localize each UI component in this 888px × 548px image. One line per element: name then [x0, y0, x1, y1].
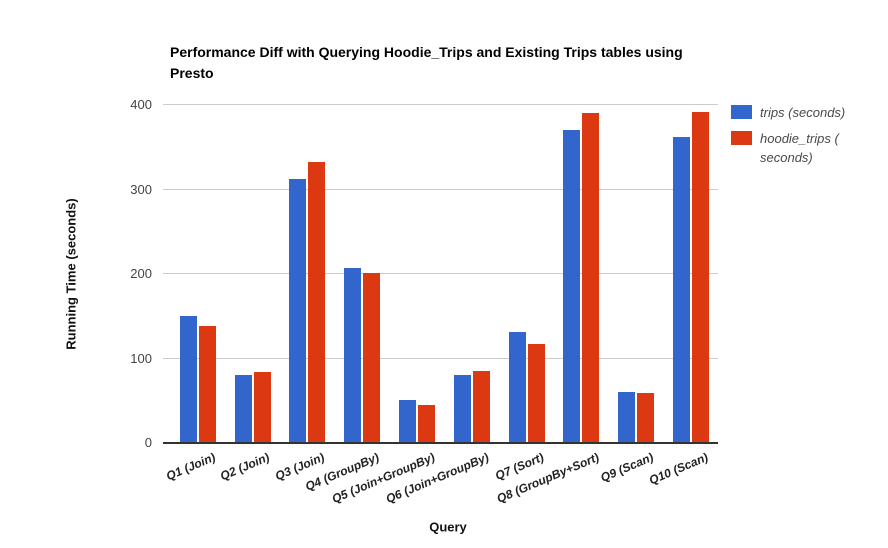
- y-tick-label-200: 200: [130, 266, 152, 281]
- bar-trips-q10[interactable]: [672, 137, 690, 443]
- y-axis-title: Running Time (seconds): [63, 198, 79, 350]
- plot-area: [163, 104, 718, 444]
- bar-hoodie-trips-q6[interactable]: [472, 371, 490, 443]
- bar-hoodie-trips-q1[interactable]: [198, 326, 216, 443]
- legend-swatch-hoodie-trips: [731, 131, 752, 145]
- x-category-label-q2: Q2 (Join): [218, 450, 272, 484]
- bar-trips-q6[interactable]: [453, 374, 471, 443]
- bar-hoodie-trips-q4[interactable]: [363, 273, 381, 443]
- legend: trips (seconds) hoodie_trips ( seconds): [731, 103, 881, 174]
- bar-trips-q2[interactable]: [234, 374, 252, 443]
- gridline-300: [163, 188, 718, 190]
- x-category-label-q9: Q9 (Scan): [598, 450, 656, 485]
- x-category-label-q1: Q1 (Join): [163, 450, 218, 484]
- bar-trips-q5[interactable]: [398, 399, 416, 443]
- bar-trips-q9[interactable]: [618, 392, 636, 443]
- bar-hoodie-trips-q10[interactable]: [691, 111, 709, 443]
- legend-item-hoodie-trips[interactable]: hoodie_trips ( seconds): [731, 129, 881, 167]
- bar-trips-q1[interactable]: [179, 316, 197, 443]
- bar-hoodie-trips-q3[interactable]: [308, 162, 326, 443]
- legend-item-trips[interactable]: trips (seconds): [731, 103, 881, 122]
- legend-label: trips (seconds): [760, 105, 846, 120]
- y-tick-label-0: 0: [144, 435, 152, 450]
- bar-trips-q8[interactable]: [563, 130, 581, 443]
- y-tick-label-100: 100: [130, 350, 152, 366]
- y-tick-label-300: 300: [130, 181, 152, 197]
- bar-hoodie-trips-q7[interactable]: [527, 344, 545, 443]
- bar-hoodie-trips-q5[interactable]: [417, 404, 435, 443]
- bar-hoodie-trips-q8[interactable]: [582, 113, 600, 443]
- bar-trips-q4[interactable]: [344, 268, 362, 443]
- gridline-200: [163, 273, 718, 274]
- gridline-100: [163, 357, 718, 359]
- bar-hoodie-trips-q2[interactable]: [253, 372, 271, 443]
- x-axis-line: [163, 442, 718, 444]
- x-category-label-q10: Q10 (Scan): [647, 450, 711, 488]
- bar-trips-q3[interactable]: [289, 178, 307, 443]
- chart-title: Performance Diff with Querying Hoodie_Tr…: [170, 44, 683, 81]
- y-tick-label-400: 400: [130, 97, 152, 112]
- gridline-400: [163, 104, 718, 105]
- bar-trips-q7[interactable]: [508, 332, 526, 443]
- bar-hoodie-trips-q9[interactable]: [637, 393, 655, 443]
- legend-swatch-trips: [731, 105, 752, 119]
- x-axis-title: Query: [429, 519, 467, 535]
- legend-label: hoodie_trips ( seconds): [760, 131, 839, 165]
